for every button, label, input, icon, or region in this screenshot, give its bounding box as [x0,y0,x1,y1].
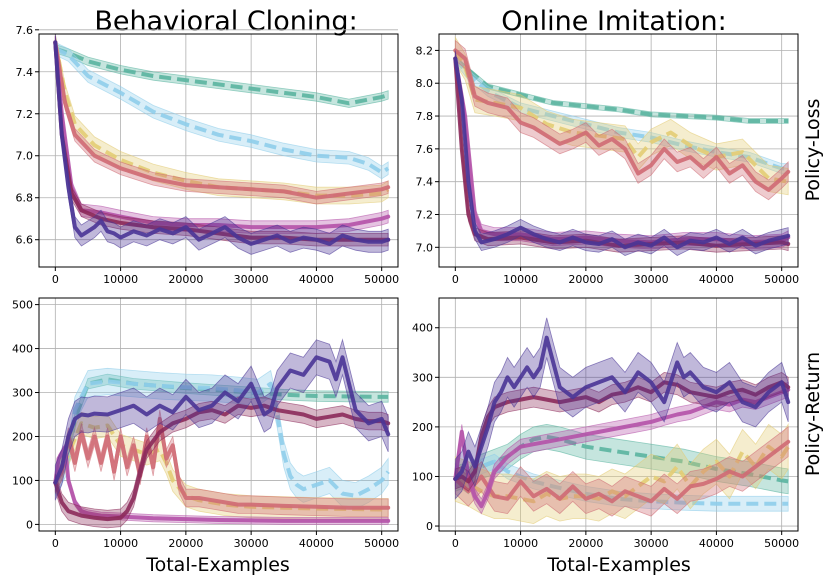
y-tick-label: 300 [412,371,433,384]
plot-area [53,338,391,529]
panel-frame [438,33,799,268]
y-tick-label: 200 [12,430,33,443]
panel-bc-loss: 0 10000 20000 30000 40000 50000 6.6 6.8 7.0 7.2 7.… [16,24,400,286]
y-tick-label: 8.0 [416,77,434,90]
y-tick-label: 8.2 [416,44,434,57]
x-tick-label: 30000 [634,273,669,286]
y-tick-label: 7.0 [416,241,434,254]
series-band-indigo [454,50,789,256]
y-tick-label: 7.4 [16,66,34,79]
x-tick-label: 30000 [634,537,669,550]
y-tick-label: 400 [12,343,33,356]
x-tick-label: 20000 [168,273,203,286]
y-tick-label: 7.8 [416,110,434,123]
series-line-maroon [53,403,391,522]
series-line-teal [54,46,389,106]
x-tick-label: 50000 [364,537,399,550]
y-tick-label: 0 [26,518,33,531]
plot-area [453,317,791,525]
y-tick-label: 400 [412,322,433,335]
y-tick-label: 7.0 [16,150,34,163]
series-line-light_blue [54,46,390,175]
x-tick-label: 0 [452,537,459,550]
y-tick-label: 200 [412,421,433,434]
panel-oi-return: 0 10000 20000 30000 40000 50000 0 100 200 300 400 [412,297,799,550]
x-tick-label: 30000 [234,537,269,550]
x-tick-label: 20000 [568,537,603,550]
panel-oi-loss: 0 10000 20000 30000 40000 50000 7.0 7.2 7.4 7.6 7.… [416,33,799,286]
col-title-right: Online Imitation: [501,6,726,37]
x-tick-label: 50000 [764,537,799,550]
series-line-indigo [53,40,391,246]
series-line-indigo [453,335,791,481]
y-tick-label: 6.8 [16,192,34,205]
x-tick-label: 50000 [764,273,799,286]
series-band-coral [454,39,789,201]
series-line-coral [453,48,791,192]
col-title-left: Behavioral Cloning: [94,6,357,37]
series-band-teal [54,373,389,489]
series-band-light_blue [454,453,789,512]
panel-frame [38,33,399,268]
x-tick-label: 20000 [168,537,203,550]
y-tick-label: 7.6 [16,24,34,37]
series-line-coral [53,40,391,200]
series-band-gold [454,423,789,525]
y-tick-label: 7.2 [416,208,434,221]
x-tick-label: 40000 [699,273,734,286]
y-tick-label: 7.2 [16,108,34,121]
y-tick-label: 300 [12,387,33,400]
x-tick-label: 10000 [503,537,538,550]
panel-bc-return: 0 10000 20000 30000 40000 50000 0 100 200 300 400 5… [12,297,399,550]
series-band-teal [54,43,389,108]
series-line-indigo [453,56,791,250]
panel-frame [438,297,799,532]
x-tick-label: 10000 [503,273,538,286]
x-tick-label: 10000 [103,537,138,550]
x-tick-label: 30000 [234,273,269,286]
y-tick-label: 0 [426,520,433,533]
series-band-teal [454,55,789,124]
x-tick-label: 40000 [299,537,334,550]
panel-frame [38,297,399,532]
y-tick-label: 100 [412,470,433,483]
x-tick-label: 0 [52,273,59,286]
y-tick-label: 7.6 [416,143,434,156]
x-tick-label: 40000 [299,273,334,286]
x-tick-label: 0 [52,537,59,550]
series-line-gold [453,49,789,184]
row-label-top: Policy-Loss [802,99,824,202]
xlabel-right: Total-Examples [546,554,691,576]
y-tick-label: 7.4 [416,176,434,189]
series-band-gold [54,34,389,205]
xlabel-left: Total-Examples [145,554,290,576]
plot-area [453,35,791,256]
x-tick-label: 40000 [699,537,734,550]
series-line-maroon [453,380,791,484]
series-line-coral [53,416,391,510]
series-line-magenta [53,445,391,523]
series-line-indigo [53,355,391,485]
plot-area [53,34,391,255]
x-tick-label: 50000 [364,273,399,286]
row-label-bottom: Policy-Return [802,352,824,476]
y-tick-label: 500 [12,299,33,312]
x-tick-label: 10000 [103,273,138,286]
series-line-magenta [453,387,791,509]
y-tick-label: 6.6 [16,234,34,247]
series-band-maroon [454,51,789,253]
series-line-magenta [53,40,391,230]
series-band-indigo [54,338,389,501]
x-tick-label: 20000 [568,273,603,286]
series-band-indigo [454,317,789,500]
series-band-coral [54,36,389,205]
series-line-coral [453,439,791,504]
y-tick-label: 100 [12,474,33,487]
series-band-light_blue [54,41,389,180]
x-tick-label: 0 [452,273,459,286]
